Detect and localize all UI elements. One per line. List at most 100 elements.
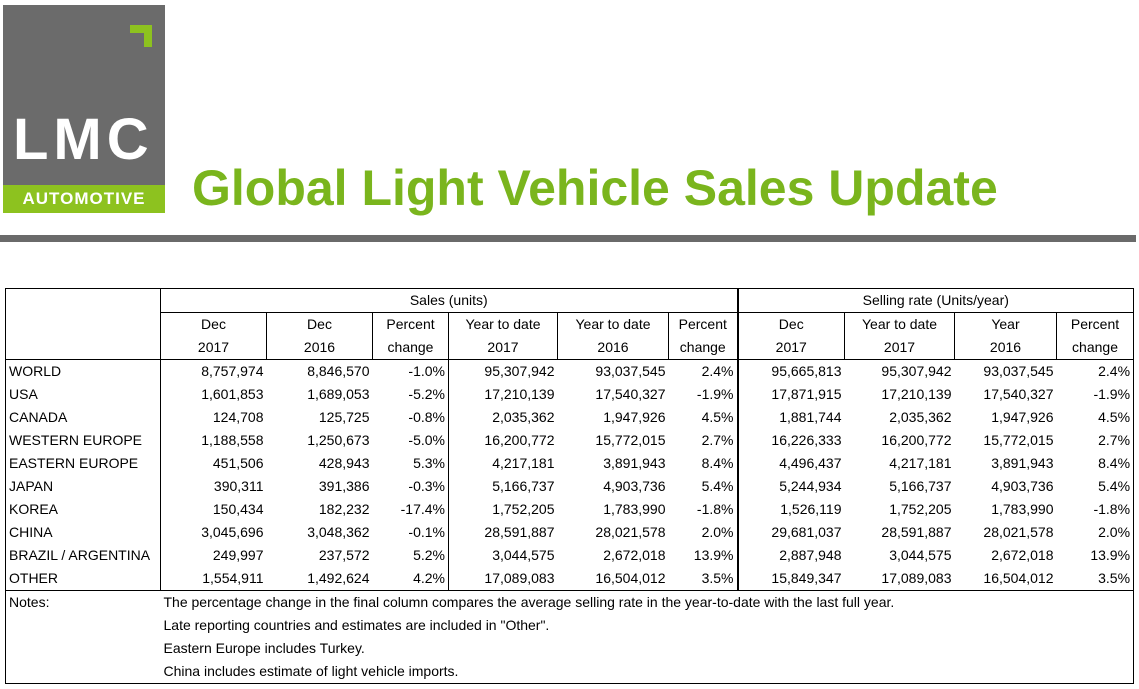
table-cell: 1,492,624 (307, 570, 370, 586)
table-cell: 2.4% (1098, 363, 1131, 379)
table-cell: 16,200,772 (448, 429, 558, 452)
table-cell: 93,037,545 (983, 363, 1054, 379)
column-header: change (1055, 336, 1134, 360)
notes-row: Notes: The percentage change in the final… (5, 590, 1134, 614)
table-row: USA 1,601,853 1,689,053 -5.2% 17,210,139 17,5… (6, 383, 1134, 406)
table-cell: 2.0% (701, 524, 734, 540)
table-cell: 1,554,911 (160, 567, 267, 591)
table-cell: 16,200,772 (881, 432, 952, 448)
table-cell: 17,210,139 (448, 383, 558, 406)
corner-cell (6, 289, 161, 313)
table-cell: 2,035,362 (448, 406, 558, 429)
table-cell: 8,757,974 (160, 359, 267, 383)
notes-label-blank (6, 637, 161, 660)
region-label: USA (9, 386, 38, 402)
table-cell: 4,496,437 (736, 452, 845, 475)
column-header: Percent (668, 312, 738, 336)
table-cell: 15,849,347 (736, 567, 845, 591)
table-cell: -1.8% (696, 501, 734, 517)
region-label: JAPAN (9, 478, 54, 494)
table-cell: 1,783,990 (603, 501, 666, 517)
region-label: EASTERN EUROPE (9, 455, 139, 471)
table-cell: 17,089,083 (448, 567, 558, 591)
table-cell: -1.9% (1093, 386, 1131, 402)
table-row: WESTERN EUROPE 1,188,558 1,250,673 -5.0% 16,… (6, 429, 1134, 452)
table-cell: 5,166,737 (889, 478, 952, 494)
table-cell: 4.2% (413, 570, 445, 586)
region-label: KOREA (9, 501, 59, 517)
table-cell: 182,232 (318, 501, 370, 517)
table-cell: 3.5% (1098, 570, 1131, 586)
region-label: WESTERN EUROPE (9, 432, 143, 448)
table-cell: 17,540,327 (595, 386, 666, 402)
notes-label-blank (6, 614, 161, 637)
column-header: Dec (160, 312, 267, 336)
table-cell: -0.1% (408, 524, 445, 540)
table-cell: 4.5% (701, 409, 734, 425)
table-cell: 4,217,181 (889, 455, 952, 471)
table-cell: 5.4% (1098, 478, 1131, 494)
table-cell: 15,772,015 (983, 432, 1054, 448)
header-blank (5, 336, 161, 360)
table-cell: 8.4% (1098, 455, 1131, 471)
column-header: 2017 (448, 336, 558, 360)
table-cell: 2.4% (701, 363, 734, 379)
notes-row: Late reporting countries and estimates a… (6, 614, 1134, 637)
column-header: Year (954, 312, 1057, 336)
table-cell: -5.0% (408, 432, 445, 448)
column-header: change (668, 336, 738, 360)
table-cell: 5.4% (701, 478, 734, 494)
table-cell: 2,672,018 (603, 547, 666, 563)
column-header: 2016 (954, 336, 1057, 360)
table-cell: 1,881,744 (736, 406, 845, 429)
note-text: Eastern Europe includes Turkey. (163, 640, 365, 656)
table-cell: 29,681,037 (736, 521, 845, 544)
title-divider (0, 235, 1136, 242)
table-cell: 15,772,015 (595, 432, 666, 448)
table-cell: 2,887,948 (736, 544, 845, 567)
group-header-sales: Sales (units) (160, 288, 738, 313)
table-row: JAPAN 390,311 391,386 -0.3% 5,166,737 4,903,7… (6, 475, 1134, 498)
region-label: CHINA (9, 524, 53, 540)
table-cell: 1,250,673 (307, 432, 370, 448)
table-cell: 1,947,926 (603, 409, 666, 425)
table-cell: 5.3% (413, 455, 445, 471)
table-row: CANADA 124,708 125,725 -0.8% 2,035,362 1,947,… (6, 406, 1134, 429)
logo-subtitle: AUTOMOTIVE (3, 185, 165, 213)
table-cell: 2,672,018 (991, 547, 1054, 563)
column-header: Year to date (448, 312, 558, 336)
table-cell: 1,752,205 (889, 501, 952, 517)
table-cell: 17,871,915 (736, 383, 845, 406)
table-cell: 237,572 (318, 547, 370, 563)
table-cell: 4,903,736 (603, 478, 666, 494)
table-cell: 13.9% (693, 547, 734, 563)
table-cell: 1,947,926 (991, 409, 1054, 425)
table-cell: 8,846,570 (307, 363, 370, 379)
table-cell: 4.5% (1098, 409, 1131, 425)
table-cell: 451,506 (160, 452, 267, 475)
table-cell: 93,037,545 (595, 363, 666, 379)
table-cell: 17,089,083 (881, 570, 952, 586)
column-header: 2017 (736, 336, 845, 360)
column-header: 2016 (266, 336, 373, 360)
table-cell: 13.9% (1090, 547, 1131, 563)
notes-row: Eastern Europe includes Turkey. (6, 637, 1134, 660)
table-cell: 5.2% (413, 547, 445, 563)
region-label: BRAZIL / ARGENTINA (9, 547, 151, 563)
region-label: WORLD (9, 363, 62, 379)
column-header: 2016 (557, 336, 669, 360)
notes-label: Notes: (5, 590, 161, 614)
table-cell: 2,035,362 (889, 409, 952, 425)
table-cell: 3,044,575 (448, 544, 558, 567)
table-cell: 28,591,887 (448, 521, 558, 544)
table-cell: 8.4% (701, 455, 734, 471)
column-header: 2017 (844, 336, 955, 360)
column-header: 2017 (160, 336, 267, 360)
table-row: OTHER 1,554,911 1,492,624 4.2% 17,089,083 16,… (6, 567, 1134, 591)
table-row: BRAZIL / ARGENTINA 249,997 237,572 5.2% 3,04… (6, 544, 1134, 567)
table-cell: 28,591,887 (881, 524, 952, 540)
table-row: WORLD 8,757,974 8,846,570 -1.0% 95,307,942 93… (6, 359, 1134, 383)
table-cell: 5,166,737 (448, 475, 558, 498)
table-cell: 428,943 (318, 455, 370, 471)
table-cell: 16,504,012 (595, 570, 666, 586)
